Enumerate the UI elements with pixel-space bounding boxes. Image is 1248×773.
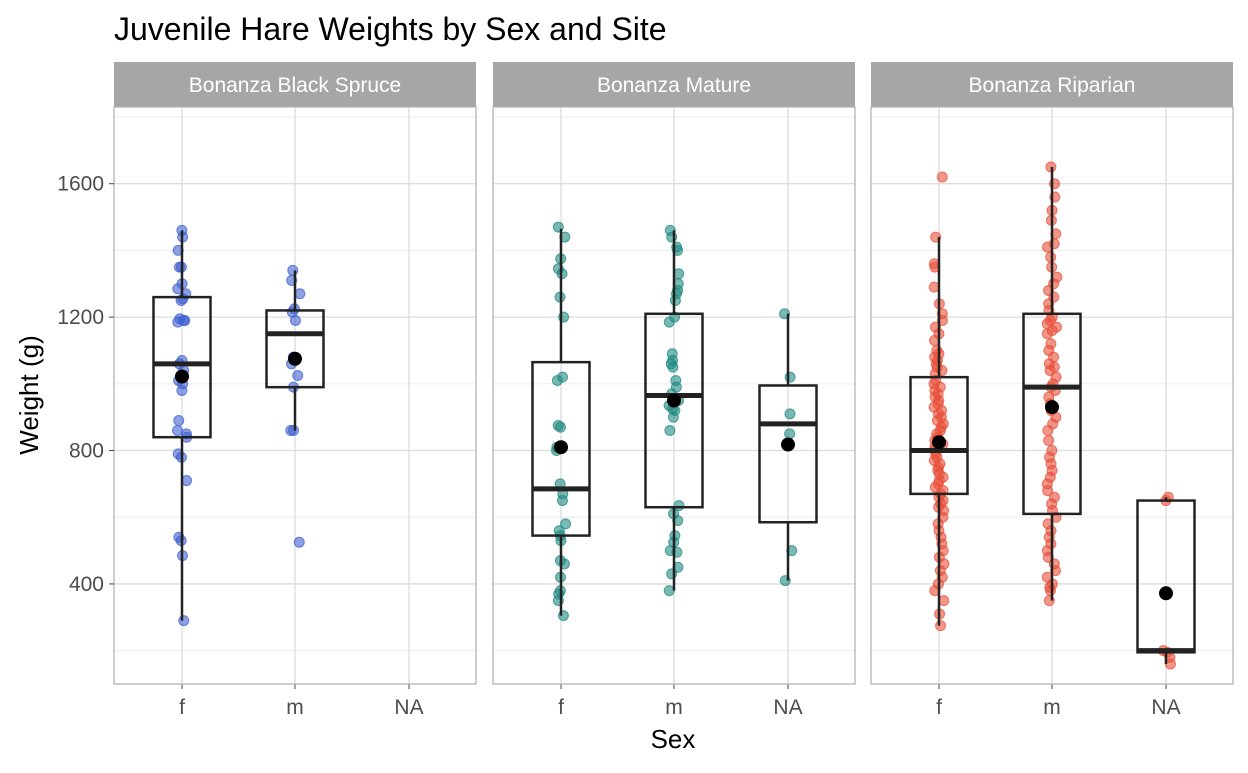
data-point: [784, 371, 796, 383]
panel-border: [113, 106, 477, 685]
data-point: [1042, 425, 1054, 437]
y-tick-label: 1600: [57, 173, 104, 196]
data-point: [287, 264, 299, 276]
y-axis: 400 800 1200 1600: [57, 173, 114, 596]
box: [531, 360, 591, 537]
data-point: [178, 615, 190, 627]
x-tick-label: NA: [773, 696, 802, 719]
panel-border: [870, 106, 1234, 685]
box: [152, 295, 212, 439]
x-tick-label: m: [665, 696, 683, 719]
panels-layer: Bonanza Black Spruce f m NA Bonanza Mature f m…: [113, 62, 1234, 719]
data-point: [784, 428, 796, 440]
y-tick-label: 400: [69, 573, 104, 596]
x-tick-label: f: [936, 696, 942, 719]
data-point: [936, 171, 948, 183]
y-tick-label: 1200: [57, 306, 104, 329]
x-tick-label: m: [286, 696, 304, 719]
box: [644, 312, 704, 509]
facet-strip-label: Bonanza Riparian: [969, 74, 1136, 97]
mean-point: [288, 351, 302, 366]
data-point: [173, 415, 185, 427]
panel-border: [492, 106, 856, 685]
mean-point: [1159, 586, 1173, 601]
box: [758, 384, 818, 524]
data-point: [669, 294, 681, 306]
data-point: [1045, 251, 1057, 263]
y-axis-title: Weight (g): [14, 335, 44, 454]
facet-strip: [493, 62, 855, 107]
facet-strip: [871, 62, 1233, 107]
box: [265, 309, 325, 389]
mean-point: [175, 369, 189, 384]
facet-panel-bonanza-black-spruce: Bonanza Black Spruce f m NA: [113, 62, 477, 719]
x-tick-label: f: [558, 696, 564, 719]
facet-strip-label: Bonanza Black Spruce: [189, 74, 401, 97]
facet-strip-label: Bonanza Mature: [597, 74, 751, 97]
data-point: [1041, 328, 1053, 340]
data-point: [172, 316, 184, 328]
data-point: [667, 411, 679, 423]
data-point: [663, 585, 675, 597]
data-point: [292, 369, 304, 381]
x-tick-label: NA: [394, 696, 423, 719]
facet-panel-bonanza-mature: Bonanza Mature f m NA: [492, 62, 856, 719]
mean-point: [554, 440, 568, 455]
data-point: [560, 518, 572, 530]
data-point: [556, 495, 568, 507]
data-point: [928, 281, 940, 293]
data-point: [293, 536, 305, 548]
data-point: [1043, 435, 1055, 447]
data-point: [1042, 485, 1054, 497]
mean-point: [932, 435, 946, 450]
data-point: [663, 316, 675, 328]
box: [909, 375, 969, 496]
x-tick-label: f: [179, 696, 185, 719]
data-point: [176, 384, 188, 396]
data-point: [555, 421, 567, 433]
data-point: [551, 374, 563, 386]
mean-point: [1045, 400, 1059, 415]
data-point: [935, 620, 947, 632]
chart-title: Juvenile Hare Weights by Sex and Site: [114, 11, 667, 47]
x-axis-title: Sex: [651, 724, 696, 754]
facet-strip: [114, 62, 476, 107]
data-point: [294, 288, 306, 300]
facet-panel-bonanza-riparian: Bonanza Riparian f m NA: [870, 62, 1234, 719]
box: [1022, 312, 1082, 516]
data-point: [667, 361, 679, 373]
data-point: [784, 408, 796, 420]
data-point: [1044, 585, 1056, 597]
mean-point: [781, 437, 795, 452]
x-tick-label: m: [1043, 696, 1061, 719]
mean-point: [667, 393, 681, 408]
data-point: [289, 314, 301, 326]
y-tick-label: 800: [69, 440, 104, 463]
x-tick-label: NA: [1151, 696, 1180, 719]
data-point: [664, 425, 676, 437]
